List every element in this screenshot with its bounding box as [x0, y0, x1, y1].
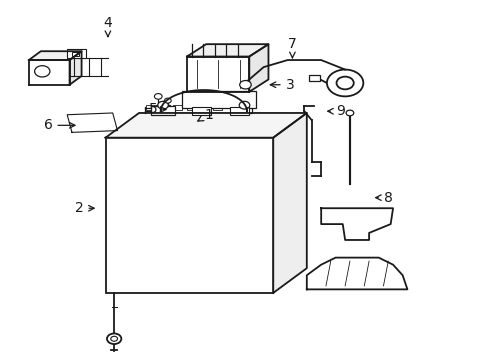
Text: 8: 8: [375, 191, 392, 204]
Circle shape: [111, 336, 117, 341]
Bar: [237, 105, 251, 113]
Bar: [186, 105, 195, 110]
Polygon shape: [186, 44, 268, 57]
Circle shape: [239, 81, 251, 89]
Polygon shape: [67, 113, 117, 132]
Polygon shape: [69, 51, 81, 85]
Bar: [173, 105, 182, 110]
Text: 5: 5: [149, 103, 166, 116]
Bar: [105, 138, 273, 293]
Bar: [160, 105, 168, 110]
Polygon shape: [321, 208, 392, 240]
Bar: [72, 51, 79, 56]
Circle shape: [107, 333, 121, 344]
Polygon shape: [273, 113, 306, 293]
Polygon shape: [249, 44, 268, 92]
Circle shape: [154, 94, 162, 99]
Circle shape: [158, 101, 168, 109]
Bar: [230, 107, 249, 115]
Text: 2: 2: [75, 201, 94, 215]
Text: 4: 4: [103, 16, 112, 36]
Circle shape: [326, 69, 363, 96]
Bar: [151, 106, 175, 115]
Bar: [156, 105, 170, 113]
Bar: [213, 105, 222, 110]
Text: 6: 6: [43, 118, 75, 132]
Polygon shape: [186, 57, 249, 92]
Bar: [200, 105, 208, 110]
Text: 3: 3: [270, 78, 294, 92]
Polygon shape: [306, 258, 407, 289]
Text: 7: 7: [287, 37, 296, 58]
Circle shape: [35, 66, 50, 77]
Bar: [67, 49, 86, 58]
Bar: [182, 91, 256, 108]
Bar: [308, 75, 319, 81]
Circle shape: [336, 77, 353, 89]
Circle shape: [239, 101, 249, 109]
Circle shape: [164, 98, 171, 103]
Text: 9: 9: [327, 104, 344, 118]
Polygon shape: [29, 51, 81, 60]
Circle shape: [346, 110, 353, 116]
Bar: [191, 107, 210, 115]
Bar: [146, 105, 155, 110]
Polygon shape: [105, 113, 306, 138]
Polygon shape: [29, 60, 69, 85]
Text: 1: 1: [197, 108, 213, 122]
